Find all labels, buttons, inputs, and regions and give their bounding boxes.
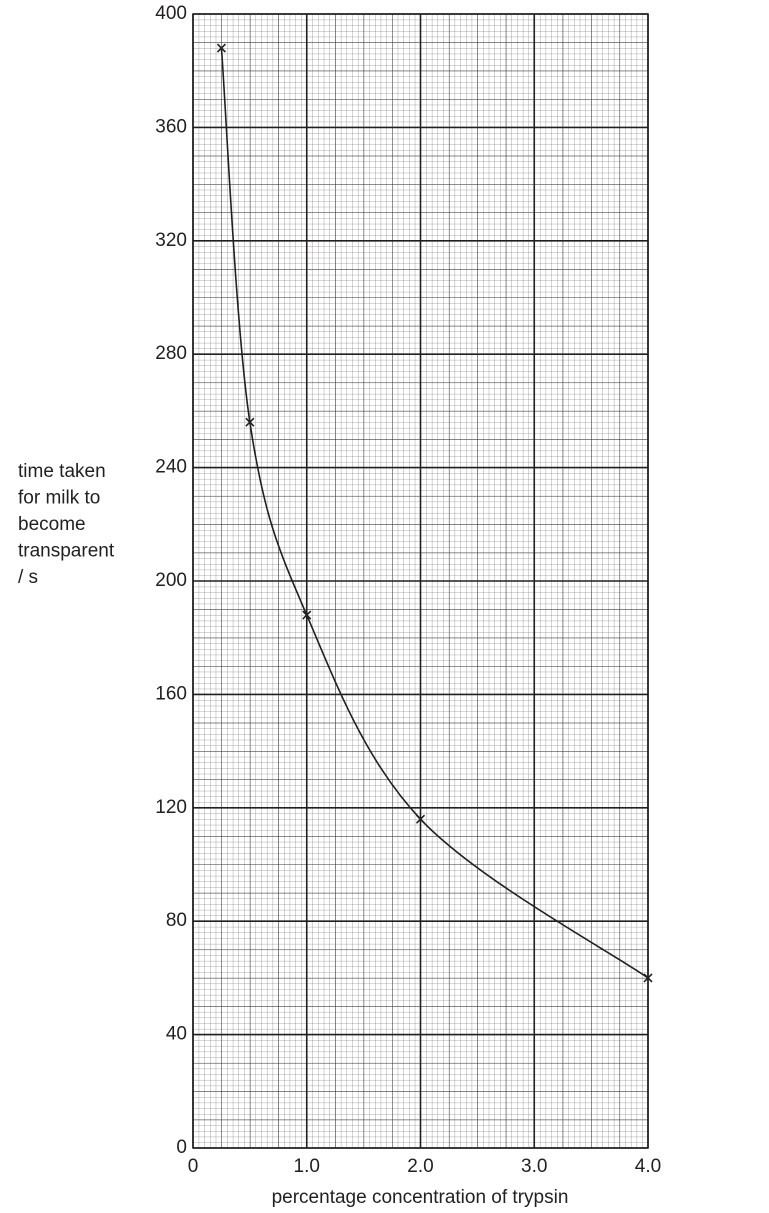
y-tick-label: 0 [176, 1137, 187, 1158]
y-tick-label: 80 [166, 910, 187, 931]
plot-frame [192, 13, 649, 1149]
y-axis-label-line: time taken [18, 461, 106, 482]
y-tick-label: 400 [155, 3, 187, 24]
x-tick-label: 2.0 [407, 1156, 433, 1177]
y-axis-label-line: become [18, 514, 86, 535]
point-marker [302, 610, 312, 620]
x-tick-label: 1.0 [294, 1156, 320, 1177]
x-tick-label: 3.0 [521, 1156, 547, 1177]
point-marker [216, 43, 227, 53]
y-tick-label: 280 [155, 343, 187, 364]
y-axis-label-line: for milk to [18, 488, 100, 509]
x-tick-label: 0 [188, 1156, 199, 1177]
x-tick-label: 4.0 [635, 1156, 661, 1177]
point-marker [415, 814, 426, 824]
y-tick-label: 360 [155, 116, 187, 137]
x-axis-label: percentage concentration of trypsin [272, 1187, 569, 1208]
y-axis-label: time taken for milk to become transparent / … [18, 461, 115, 588]
y-tick-label: 320 [155, 230, 187, 251]
y-tick-label: 160 [155, 683, 187, 704]
y-tick-label: 240 [155, 457, 187, 478]
y-tick-label: 200 [155, 570, 187, 591]
y-tick-label: 120 [155, 797, 187, 818]
point-marker [245, 417, 255, 427]
y-axis-label-line: / s [18, 567, 38, 588]
y-axis-label-line: transparent [18, 541, 115, 562]
y-tick-label: 40 [166, 1024, 187, 1045]
